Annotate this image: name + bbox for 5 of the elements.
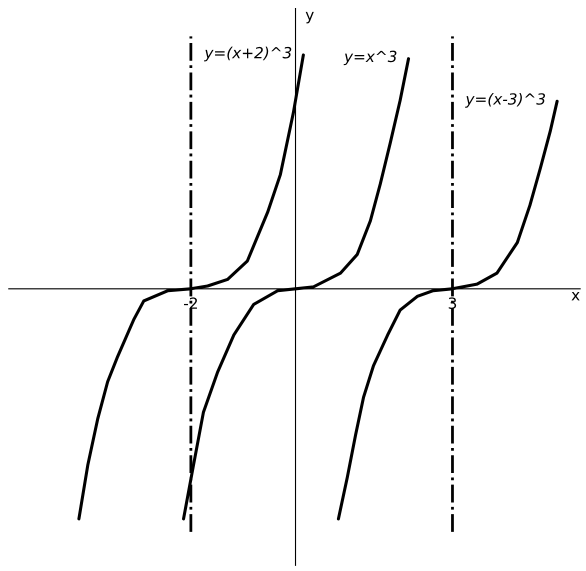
series-label: y=x^3	[344, 50, 396, 66]
y-axis-title: y	[306, 12, 314, 24]
series-label: y=(x+2)^3	[204, 46, 292, 62]
series-label: y=(x-3)^3	[465, 92, 546, 108]
x-axis-title: x	[572, 292, 580, 300]
